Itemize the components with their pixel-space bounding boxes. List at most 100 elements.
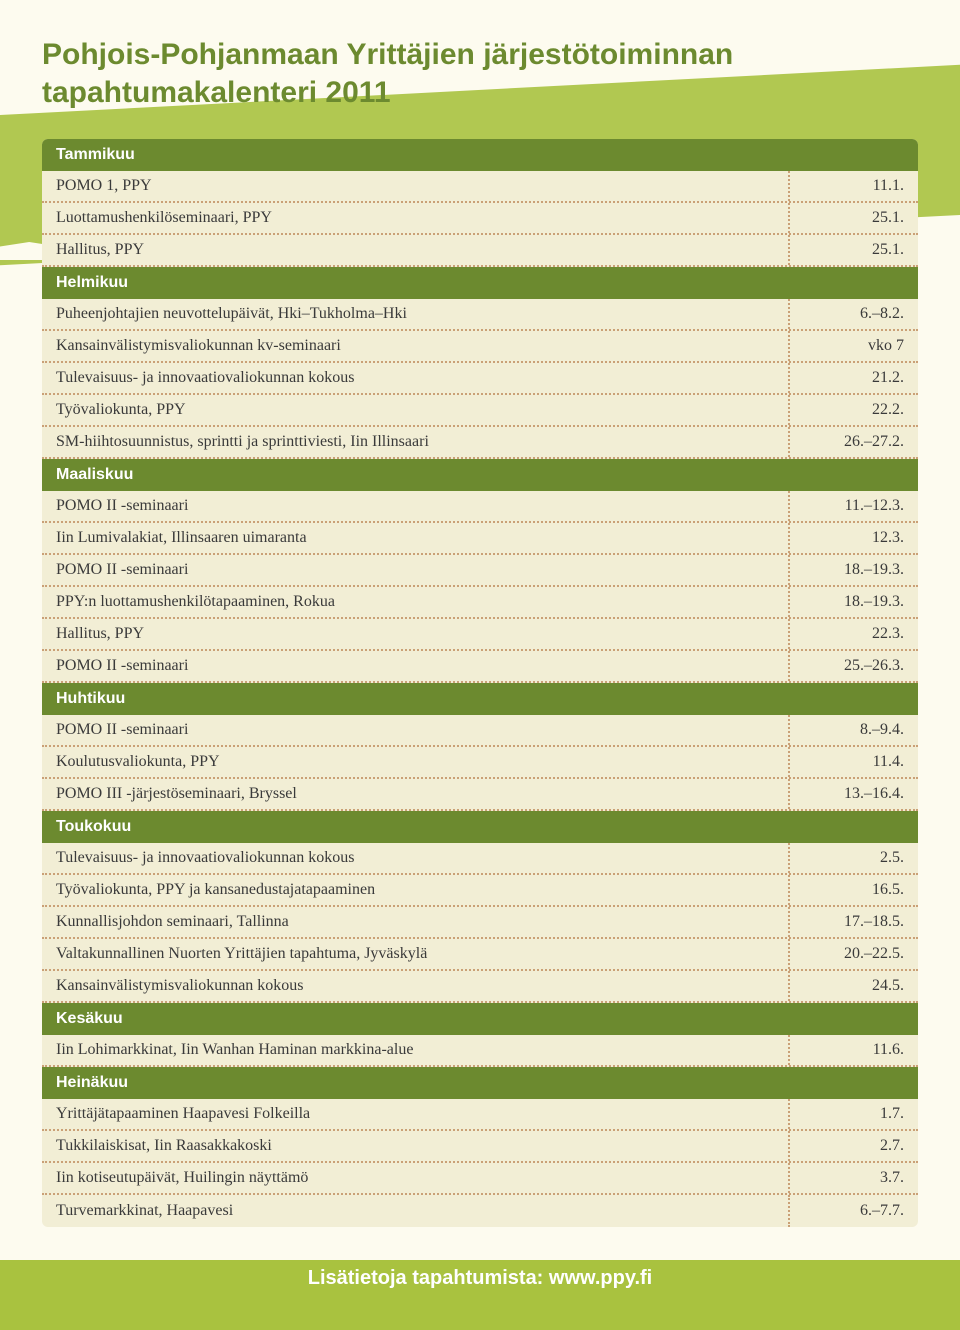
month-label: Toukokuu [56,818,131,836]
month-label: Heinäkuu [56,1074,128,1092]
event-date: 20.–22.5. [804,945,904,963]
col-divider [788,331,792,361]
event-row: Yrittäjätapaaminen Haapavesi Folkeilla 1.… [42,1099,918,1131]
month-header: Maaliskuu [42,459,918,491]
event-date: 25.1. [804,241,904,259]
event-date: 24.5. [804,977,904,995]
event-date: 6.–7.7. [804,1202,904,1220]
col-divider [788,715,792,745]
event-date: 26.–27.2. [804,433,904,451]
event-row: Työvaliokunta, PPY22.2. [42,395,918,427]
event-date: 2.7. [804,1137,904,1155]
col-divider [788,235,792,265]
month-header: Heinäkuu [42,1067,918,1099]
event-row: Luottamushenkilöseminaari, PPY25.1. [42,203,918,235]
event-name: Hallitus, PPY [56,241,776,259]
col-divider [788,971,792,1001]
title-line2: tapahtumakalenteri 2011 [42,74,918,112]
event-date: 11.4. [804,753,904,771]
event-row: Työvaliokunta, PPY ja kansanedustajatapa… [42,875,918,907]
event-row: Iin kotiseutupäivät, Huilingin näyttämö3… [42,1163,918,1195]
page-title: Pohjois-Pohjanmaan Yrittäjien järjestöto… [42,36,918,111]
event-name: POMO III -järjestöseminaari, Bryssel [56,785,776,803]
event-name: SM-hiihtosuunnistus, sprintti ja sprintt… [56,433,776,451]
event-row: Tukkilaiskisat, Iin Raasakkakoski 2.7. [42,1131,918,1163]
event-row: Tulevaisuus- ja innovaatiovaliokunnan ko… [42,363,918,395]
event-name: POMO 1, PPY [56,177,776,195]
event-row: Koulutusvaliokunta, PPY 11.4. [42,747,918,779]
event-date: 13.–16.4. [804,785,904,803]
event-row: Turvemarkkinat, Haapavesi 6.–7.7. [42,1195,918,1227]
event-row: POMO II -seminaari 25.–26.3. [42,651,918,683]
event-date: 11.1. [804,177,904,195]
col-divider [788,1163,792,1193]
event-row: Valtakunnallinen Nuorten Yrittäjien tapa… [42,939,918,971]
col-divider [788,491,792,521]
event-date: 21.2. [804,369,904,387]
event-row: POMO II -seminaari 8.–9.4. [42,715,918,747]
month-label: Maaliskuu [56,466,133,484]
event-row: POMO II -seminaari 18.–19.3. [42,555,918,587]
event-row: PPY:n luottamushenkilötapaaminen, Rokua 1… [42,587,918,619]
event-row: Hallitus, PPY22.3. [42,619,918,651]
event-name: POMO II -seminaari [56,561,776,579]
event-row: Kansainvälistymisvaliokunnan kokous24.5. [42,971,918,1003]
event-name: Puheenjohtajien neuvottelupäivät, Hki–Tu… [56,305,776,323]
event-date: 2.5. [804,849,904,867]
event-name: Työvaliokunta, PPY [56,401,776,419]
col-divider [788,651,792,681]
event-date: 17.–18.5. [804,913,904,931]
event-name: POMO II -seminaari [56,497,776,515]
footer-text: Lisätietoja tapahtumista: www.ppy.fi [42,1267,918,1290]
event-row: Hallitus, PPY 25.1. [42,235,918,267]
event-name: Koulutusvaliokunta, PPY [56,753,776,771]
col-divider [788,299,792,329]
event-date: 6.–8.2. [804,305,904,323]
event-name: PPY:n luottamushenkilötapaaminen, Rokua [56,593,776,611]
event-name: Iin Lumivalakiat, Illinsaaren uimaranta [56,529,776,547]
event-date: vko 7 [804,337,904,355]
event-row: Tulevaisuus- ja innovaatiovaliokunnan ko… [42,843,918,875]
event-row: POMO 1, PPY 11.1. [42,171,918,203]
event-date: 1.7. [804,1105,904,1123]
event-name: Yrittäjätapaaminen Haapavesi Folkeilla [56,1105,776,1123]
event-date: 11.–12.3. [804,497,904,515]
event-date: 8.–9.4. [804,721,904,739]
col-divider [788,1035,792,1065]
event-name: Tukkilaiskisat, Iin Raasakkakoski [56,1137,776,1155]
col-divider [788,907,792,937]
event-row: Kansainvälistymisvaliokunnan kv-seminaar… [42,331,918,363]
event-row: Puheenjohtajien neuvottelupäivät, Hki–Tu… [42,299,918,331]
month-label: Kesäkuu [56,1010,123,1028]
event-name: POMO II -seminaari [56,657,776,675]
col-divider [788,619,792,649]
event-name: Työvaliokunta, PPY ja kansanedustajatapa… [56,881,776,899]
col-divider [788,523,792,553]
col-divider [788,1195,792,1227]
col-divider [788,747,792,777]
event-name: POMO II -seminaari [56,721,776,739]
event-date: 25.–26.3. [804,657,904,675]
event-date: 12.3. [804,529,904,547]
event-name: Iin Lohimarkkinat, Iin Wanhan Haminan ma… [56,1041,776,1059]
col-divider [788,875,792,905]
event-name: Valtakunnallinen Nuorten Yrittäjien tapa… [56,945,776,963]
event-name: Turvemarkkinat, Haapavesi [56,1202,776,1220]
col-divider [788,1099,792,1129]
event-date: 18.–19.3. [804,561,904,579]
event-row: SM-hiihtosuunnistus, sprintti ja sprintt… [42,427,918,459]
event-name: Kunnallisjohdon seminaari, Tallinna [56,913,776,931]
event-name: Hallitus, PPY [56,625,776,643]
event-name: Iin kotiseutupäivät, Huilingin näyttämö [56,1169,776,1187]
event-row: POMO II -seminaari 11.–12.3. [42,491,918,523]
col-divider [788,203,792,233]
event-name: Tulevaisuus- ja innovaatiovaliokunnan ko… [56,369,776,387]
col-divider [788,843,792,873]
event-date: 18.–19.3. [804,593,904,611]
col-divider [788,779,792,809]
month-header: Toukokuu [42,811,918,843]
month-header: Huhtikuu [42,683,918,715]
event-date: 16.5. [804,881,904,899]
event-row: Iin Lohimarkkinat, Iin Wanhan Haminan ma… [42,1035,918,1067]
event-row: POMO III -järjestöseminaari, Bryssel 13.–… [42,779,918,811]
